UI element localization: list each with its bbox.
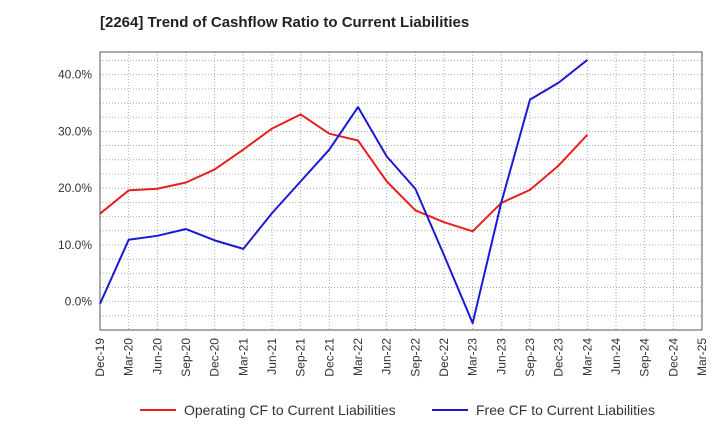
x-tick-label: Mar-23 <box>466 338 480 376</box>
x-tick-label: Mar-21 <box>236 338 250 376</box>
chart-title: [2264] Trend of Cashflow Ratio to Curren… <box>100 14 470 31</box>
x-tick-label: Dec-23 <box>552 338 566 377</box>
x-tick-label: Sep-20 <box>179 338 193 377</box>
x-tick-label: Mar-22 <box>351 338 365 376</box>
series-line-1 <box>99 59 588 325</box>
x-tick-label: Mar-20 <box>122 338 136 376</box>
x-tick-label: Sep-21 <box>294 338 308 377</box>
x-tick-label: Jun-20 <box>150 338 164 375</box>
y-tick-label: 30.0% <box>58 124 92 138</box>
legend-swatch-free-cf <box>432 409 468 411</box>
x-tick-label: Dec-24 <box>666 338 680 377</box>
x-tick-label: Dec-21 <box>322 338 336 377</box>
legend-label-free-cf: Free CF to Current Liabilities <box>476 402 655 418</box>
x-tick-label: Jun-21 <box>265 338 279 375</box>
legend-item-operating-cf: Operating CF to Current Liabilities <box>140 402 396 418</box>
x-tick-label: Dec-19 <box>93 338 107 377</box>
x-tick-label: Dec-20 <box>208 338 222 377</box>
plot-area <box>100 52 702 330</box>
y-tick-label: 20.0% <box>58 181 92 195</box>
legend-label-operating-cf: Operating CF to Current Liabilities <box>184 402 396 418</box>
x-tick-label: Sep-22 <box>408 338 422 377</box>
plot-frame <box>99 51 703 331</box>
x-tick-label: Jun-24 <box>609 338 623 375</box>
series-line-0 <box>99 113 589 233</box>
legend: Operating CF to Current Liabilities Free… <box>0 402 720 426</box>
y-tick-label: 10.0% <box>58 238 92 252</box>
y-tick-label: 0.0% <box>65 295 93 309</box>
x-tick-label: Dec-22 <box>437 338 451 377</box>
x-tick-label: Jun-22 <box>380 338 394 375</box>
x-tick-label: Sep-24 <box>638 338 652 377</box>
legend-swatch-operating-cf <box>140 409 176 411</box>
x-tick-label: Sep-23 <box>523 338 537 377</box>
x-tick-label: Mar-24 <box>580 338 594 376</box>
y-tick-label: 40.0% <box>58 68 92 82</box>
x-tick-label: Mar-25 <box>695 338 709 376</box>
x-tick-label: Jun-23 <box>494 338 508 375</box>
legend-item-free-cf: Free CF to Current Liabilities <box>432 402 655 418</box>
